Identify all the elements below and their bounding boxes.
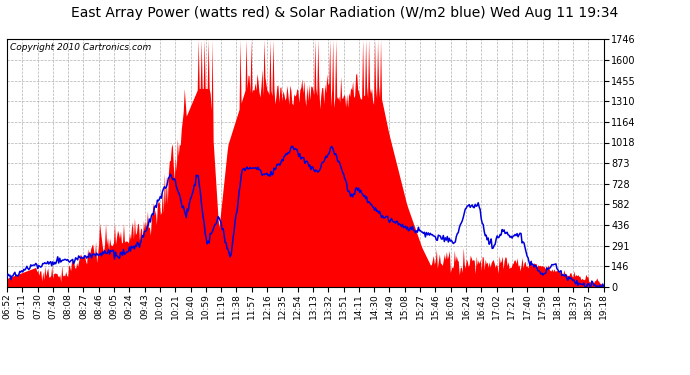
Text: East Array Power (watts red) & Solar Radiation (W/m2 blue) Wed Aug 11 19:34: East Array Power (watts red) & Solar Rad… — [71, 6, 619, 20]
Text: Copyright 2010 Cartronics.com: Copyright 2010 Cartronics.com — [10, 43, 151, 52]
